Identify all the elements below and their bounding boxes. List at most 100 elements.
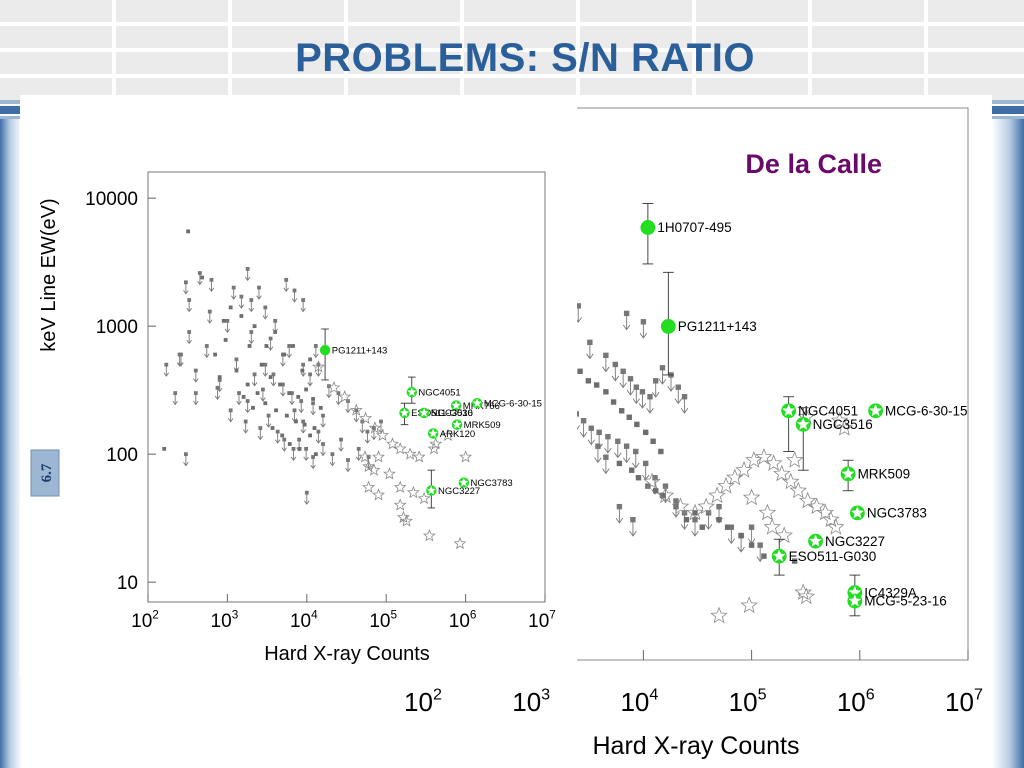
detection-point	[200, 275, 204, 280]
upper-limit-marker	[640, 319, 647, 325]
upper-limit-arrow	[303, 446, 309, 462]
upper-limit-head	[602, 468, 610, 475]
upper-limit-head	[281, 447, 287, 452]
star-limit-point	[338, 390, 352, 403]
detection-point	[245, 382, 250, 387]
upper-limit-head	[680, 407, 689, 414]
left-x-tick-label: 106	[449, 608, 477, 632]
upper-limit-arrow	[214, 385, 221, 400]
upper-limit-marker	[339, 437, 343, 442]
upper-limit-head	[638, 403, 647, 409]
upper-limit-arrow	[248, 298, 255, 313]
upper-limit-head	[300, 307, 306, 313]
upper-limit-arrow	[315, 362, 322, 377]
detection-point	[287, 442, 292, 446]
left-x-axis-label: Hard X-ray Counts	[264, 643, 430, 665]
source-label: MRK509	[858, 467, 911, 482]
highlight-star-marker	[428, 428, 438, 438]
left-y-tick-label: 10000	[85, 189, 138, 210]
upper-limit-arrow	[307, 372, 313, 387]
upper-limit-marker	[580, 418, 587, 424]
upper-limit-head	[242, 429, 249, 434]
upper-limit-arrow	[289, 391, 295, 406]
detection-point	[761, 553, 767, 559]
upper-limit-arrow	[290, 446, 297, 462]
left-x-tick-label: 105	[369, 608, 397, 632]
upper-limit-arrow	[274, 429, 281, 444]
source-label: PG1211+143	[678, 319, 757, 334]
star-limit-point	[686, 503, 704, 521]
upper-limit-head	[183, 290, 189, 295]
upper-limit-head	[587, 439, 596, 446]
source-mcg-5-23-16: MCG-5-23-16	[847, 593, 947, 609]
source-eso511-g030: ESO511-G030	[399, 402, 473, 426]
line-energy-badge: 6.7	[30, 449, 60, 497]
upper-limit-head	[283, 287, 289, 293]
detection-point	[251, 405, 255, 410]
upper-limit-arrow	[632, 384, 641, 405]
upper-limit-arrow	[304, 490, 310, 505]
left-x-ticks: 102 103 104 105 106 107	[131, 594, 556, 632]
upper-limit-marker	[603, 352, 609, 359]
upper-limit-head	[260, 397, 266, 402]
detection-point	[284, 413, 289, 418]
detection-point	[304, 387, 309, 392]
source-mcg-6-30-15: MCG-6-30-15	[471, 397, 542, 410]
upper-limit-head	[186, 339, 192, 345]
upper-limit-head	[672, 512, 680, 518]
source-label: NGC3783	[867, 506, 927, 521]
detection-point	[791, 558, 798, 564]
upper-limit-head	[345, 467, 351, 473]
upper-limit-head	[178, 362, 184, 367]
detection-point	[287, 391, 292, 395]
detection-point	[610, 399, 617, 405]
detection-point	[603, 389, 609, 395]
upper-limit-head	[639, 333, 648, 339]
highlight-star-marker	[452, 419, 462, 429]
star-limit-point	[412, 450, 426, 463]
source-ngc3783: NGC3783	[458, 477, 513, 489]
star-limit-point	[697, 497, 715, 515]
upper-limit-arrow	[280, 382, 286, 397]
star-limit-point	[359, 411, 373, 425]
upper-limit-arrow	[286, 344, 292, 359]
source-label: NGC4051	[798, 403, 858, 418]
source-label: NGC3227	[438, 486, 480, 497]
upper-limit-head	[208, 287, 215, 293]
source-label: NGC3516	[813, 417, 873, 432]
upper-limit-head	[307, 382, 313, 387]
upper-limit-arrow	[262, 362, 269, 377]
detection-point	[650, 438, 656, 444]
upper-limit-arrow	[638, 389, 647, 409]
upper-limit-head	[619, 382, 627, 389]
upper-limit-arrow	[178, 352, 184, 367]
upper-limit-arrow	[727, 524, 736, 545]
detection-point	[296, 395, 301, 399]
detection-point	[263, 401, 268, 406]
detection-point	[659, 492, 666, 499]
source-label: PG1211+143	[332, 345, 388, 356]
upper-limit-marker	[217, 378, 222, 382]
source-ngc3516: NGC3516	[418, 407, 473, 419]
source-label: NGC3516	[431, 408, 473, 419]
detection-point	[653, 488, 659, 494]
detection-point	[699, 524, 705, 530]
detection-point	[241, 395, 246, 399]
upper-limit-head	[338, 447, 344, 452]
upper-limit-arrow	[615, 503, 624, 524]
upper-limit-head	[244, 276, 251, 282]
upper-limit-marker	[642, 460, 649, 467]
star-limit-point	[372, 450, 385, 463]
highlight-star-marker	[850, 506, 864, 519]
upper-limit-head	[257, 435, 264, 441]
upper-limit-arrow	[704, 510, 713, 530]
upper-limit-head	[298, 408, 304, 414]
star-limit-point	[429, 437, 443, 450]
source-mcg-6-30-15: MCG-6-30-15	[868, 403, 968, 418]
upper-limit-arrow	[646, 394, 654, 414]
upper-limit-head	[651, 392, 660, 398]
detection-point	[635, 475, 642, 481]
upper-limit-head	[359, 429, 366, 434]
star-limit-point	[827, 518, 845, 535]
